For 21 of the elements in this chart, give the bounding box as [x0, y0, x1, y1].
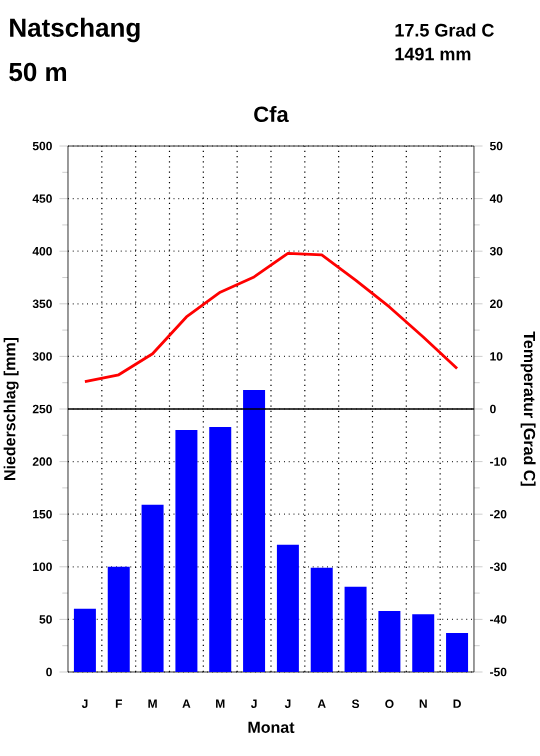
bar [310, 567, 333, 672]
x-axis-title: Monat [248, 721, 295, 733]
bar [446, 633, 469, 672]
bar [276, 544, 299, 672]
bar [141, 504, 164, 672]
bar [412, 614, 435, 672]
bar [344, 586, 367, 672]
y2-axis-title: Temperatur [Grad C] [520, 331, 536, 486]
text: 1491 mm [395, 47, 471, 61]
chart-title: Cfa [254, 105, 289, 123]
bar [107, 566, 130, 672]
bar [243, 390, 266, 672]
bar [209, 426, 232, 672]
bar [378, 610, 401, 672]
bar [73, 608, 96, 672]
line-series [83, 251, 459, 384]
text: 50 m [9, 62, 67, 82]
bar [175, 430, 198, 672]
y-axis-title: Niederschlag [mm] [3, 337, 19, 480]
text: 17.5 Grad C [395, 23, 494, 37]
text: Natschang [10, 17, 140, 43]
